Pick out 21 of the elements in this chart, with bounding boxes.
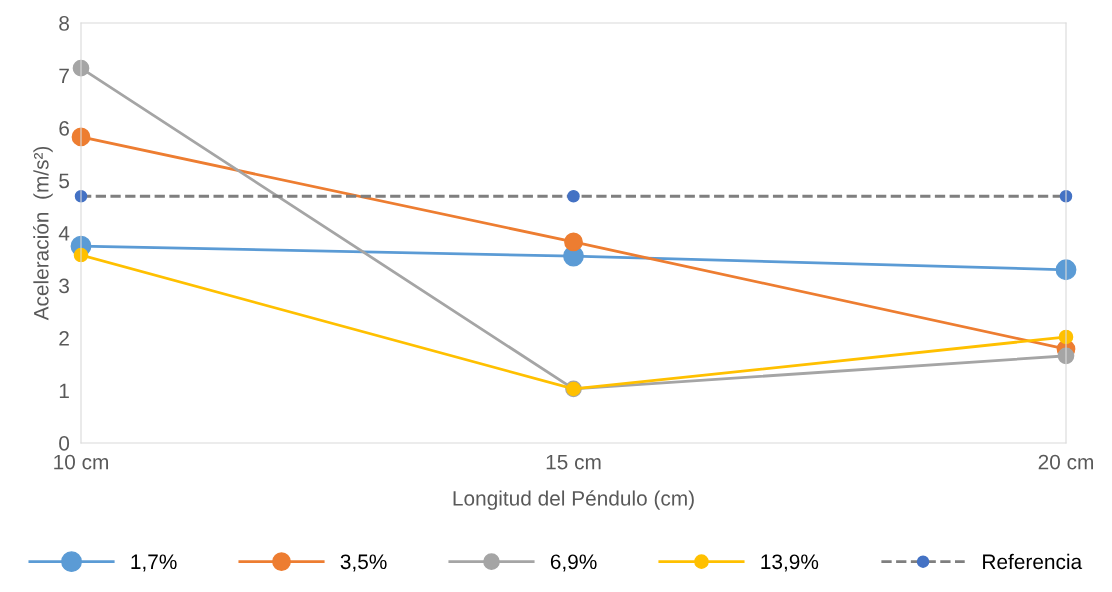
point — [567, 189, 580, 203]
x-tick-label: 10 cm — [54, 454, 108, 470]
legend-label: 6,9% — [550, 554, 597, 572]
legend-label: 13,9% — [761, 554, 819, 572]
y-tick-label: 5 — [59, 173, 70, 189]
x-tick-label: 20 cm — [1038, 454, 1093, 470]
y-tick-label: 0 — [59, 436, 70, 451]
legend-label: Referencia — [983, 553, 1083, 570]
y-tick-label: 1 — [59, 383, 69, 399]
point — [564, 232, 583, 252]
y-axis-title: Aceleración (m/s²) — [33, 146, 53, 321]
x-axis-title: Longitud del Péndulo (cm) — [453, 490, 694, 510]
y-tick-label: 7 — [59, 68, 69, 84]
x-tick-label: 15 cm — [546, 454, 601, 470]
y-tick-label: 3 — [59, 278, 69, 294]
y-tick-label: 4 — [58, 226, 70, 241]
y-tick-label: 8 — [59, 16, 69, 31]
legend-label: 3,5% — [340, 554, 387, 572]
y-tick-label: 2 — [59, 331, 69, 346]
legend-label: 1,7% — [131, 554, 177, 572]
y-tick-label: 6 — [59, 121, 69, 136]
